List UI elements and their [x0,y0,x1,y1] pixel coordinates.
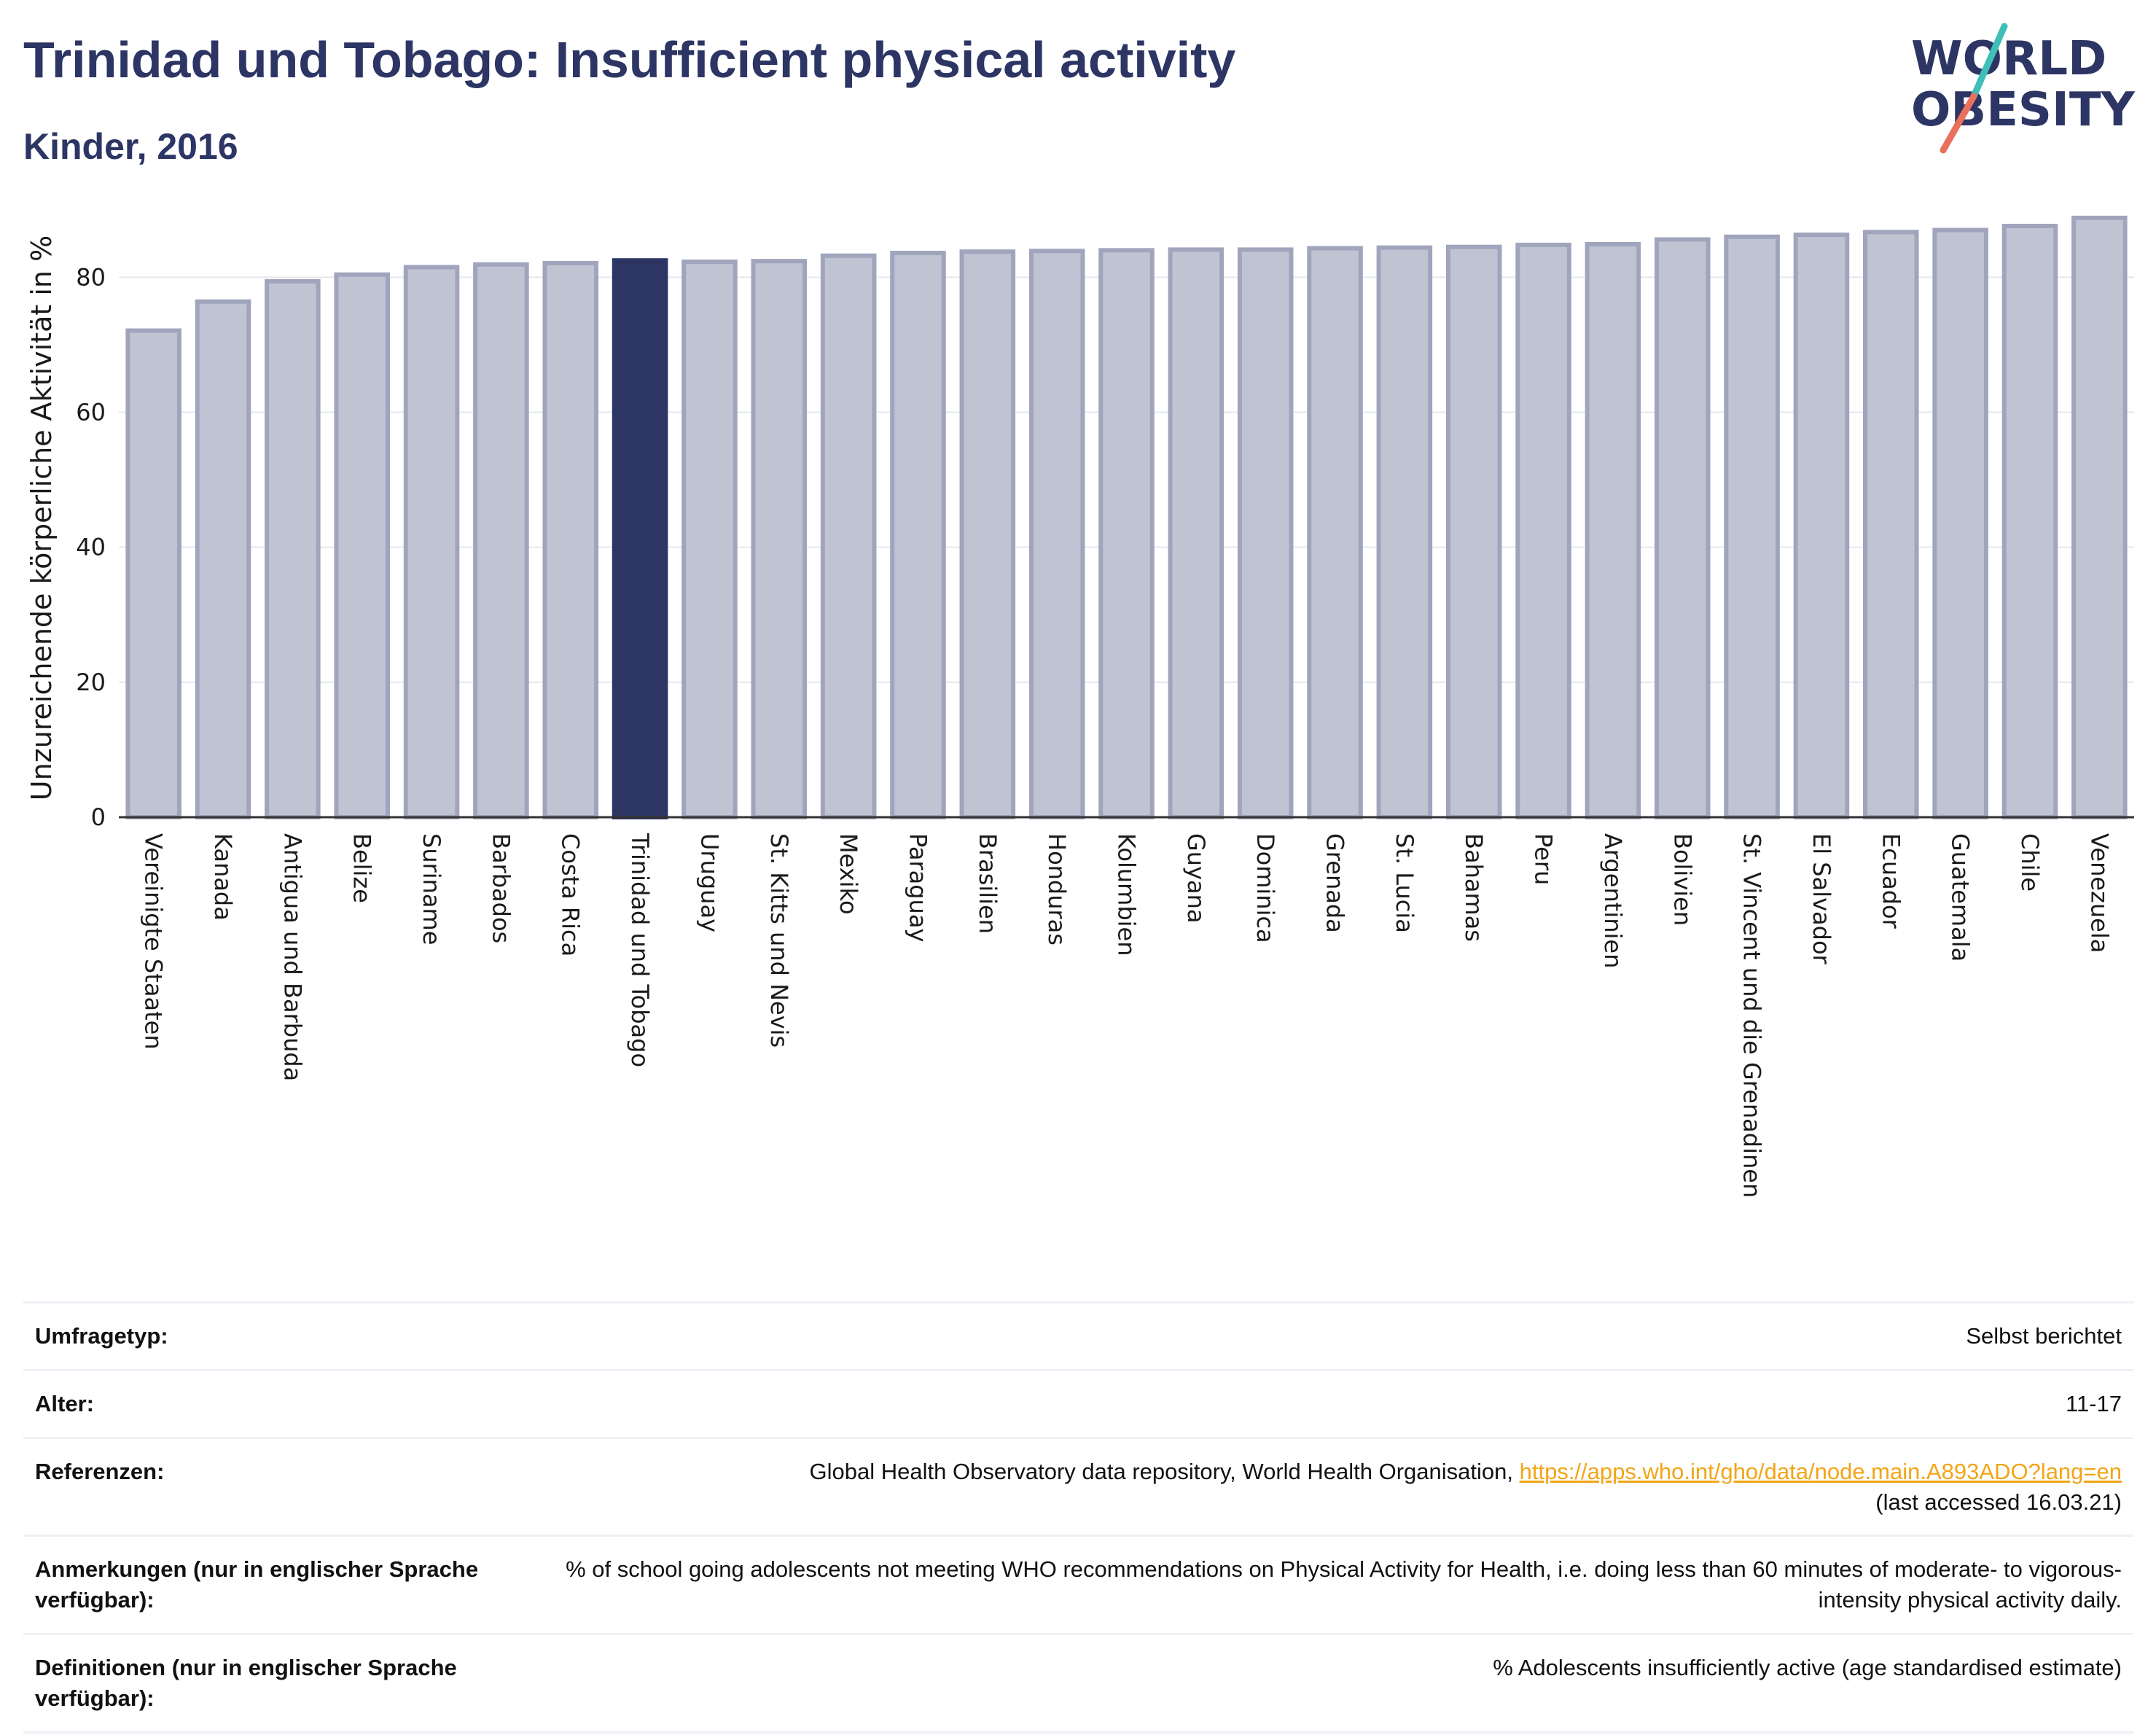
x-tick-label: Costa Rica [557,833,585,956]
x-tick-label: St. Kitts und Nevis [765,833,793,1048]
bar-belize [334,272,390,819]
x-tick-label: Vereinigte Staaten [140,833,168,1050]
x-tick-label: El Salvador [1808,833,1835,965]
bar-chart: 0 20 40 60 80 Vereinigte Staaten Kanada Antigua… [26,215,2134,1198]
bar-argentinien [1585,241,1641,820]
x-tick-label: Ecuador [1877,833,1905,929]
survey-type-label: Umfragetyp: [35,1323,168,1349]
references-accessed: (last accessed 16.03.21) [1875,1489,2122,1515]
references-link[interactable]: https://apps.who.int/gho/data/node.main.… [1519,1458,2122,1484]
world-obesity-logo: WORLD OBESITY [1911,23,2135,154]
labels: 0 20 40 60 80 Vereinigte Staaten Kanada Antigua… [26,235,2113,1198]
x-tick-label: Grenada [1321,833,1349,933]
y-tick-label: 0 [91,803,106,831]
x-tick-label: Paraguay [904,833,931,942]
x-tick-label: Trinidad und Tobago [626,833,654,1067]
bar-st-kitts-und-nevis [751,259,808,819]
x-tick-label: Bolivien [1668,833,1696,926]
survey-type-value: Selbst berichtet [1966,1323,2122,1349]
age-value: 11-17 [2066,1390,2122,1416]
bar-bahamas [1445,244,1502,819]
x-tick-label: Guyana [1182,833,1210,924]
bar-bolivien [1654,237,1711,819]
x-tick-label: Antigua und Barbuda [278,833,306,1081]
bar-trinidad-und-tobago [612,258,668,820]
y-tick-label: 80 [76,263,106,291]
x-tick-label: Dominica [1251,833,1279,943]
bar-grenada [1307,246,1363,819]
info-table: Umfragetyp: Selbst berichtet Alter: 11-1… [23,1301,2133,1734]
bar-suriname [403,265,460,820]
bar-uruguay [681,260,738,819]
y-tick-label: 20 [76,668,106,696]
bar-paraguay [890,251,946,819]
bar-antigua-und-barbuda [265,278,321,819]
info-row-age: Alter: 11-17 [23,1371,2133,1439]
logo-slash-coral [1940,93,1977,154]
info-row-survey-type: Umfragetyp: Selbst berichtet [23,1303,2133,1371]
references-text: Global Health Observatory data repositor… [809,1458,1520,1484]
bar-mexiko [820,253,877,820]
x-tick-label: Barbados [487,833,515,943]
x-tick-label: Peru [1530,833,1558,885]
notes-value: % of school going adolescents not meetin… [566,1556,2122,1613]
bar-honduras [1028,249,1085,819]
x-tick-label: Kanada [209,833,237,921]
x-tick-label: St. Vincent und die Grenadinen [1738,833,1766,1198]
bar-guatemala [1932,227,1988,819]
page-subtitle: Kinder, 2016 [23,126,238,167]
bar-barbados [473,262,529,819]
bar-dominica [1237,247,1294,819]
bar-chile [2001,223,2058,820]
x-tick-label: Honduras [1043,833,1071,946]
references-value: Global Health Observatory data repositor… [560,1457,2122,1518]
bar-st-lucia [1376,245,1433,819]
x-tick-label: Bahamas [1460,833,1488,942]
age-label: Alter: [35,1390,94,1416]
bar-el-salvador [1793,233,1850,819]
x-tick-label: Mexiko [835,833,862,915]
references-label: Referenzen: [35,1458,165,1484]
definitions-label: Definitionen (nur in englischer Sprache … [35,1655,457,1711]
x-tick-label: Suriname [418,833,445,945]
bar-st-vincent-und-die-grenadinen [1724,234,1780,819]
bar-guyana [1168,247,1225,819]
x-tick-label: Argentinien [1599,833,1627,968]
bar-kolumbien [1098,248,1155,819]
logo-slash-teal [1970,23,2008,100]
bar-costa-rica [542,260,599,819]
logo-line1: WORLD [1911,32,2106,86]
x-tick-label: Kolumbien [1113,833,1141,956]
y-axis-label: Unzureichende körperliche Aktivität in % [26,235,58,800]
bar-venezuela [2071,215,2128,820]
info-row-definitions: Definitionen (nur in englischer Sprache … [23,1635,2133,1734]
definitions-value: % Adolescents insufficiently active (age… [1493,1655,2122,1681]
bar-brasilien [959,249,1016,819]
info-row-references: Referenzen: Global Health Observatory da… [23,1439,2133,1537]
bar-ecuador [1863,230,1919,819]
x-tick-label: Belize [348,833,376,903]
bars [125,215,2128,820]
y-tick-label: 40 [76,534,106,561]
page-title: Trinidad und Tobago: Insufficient physic… [23,31,1236,88]
x-tick-label: St. Lucia [1391,833,1418,933]
bar-peru [1515,242,1571,819]
x-tick-label: Chile [2016,833,2044,892]
x-tick-label: Brasilien [974,833,1001,934]
bar-vereinigte-staaten [125,328,181,820]
x-tick-label: Uruguay [695,833,723,932]
y-tick-label: 60 [76,399,106,426]
logo-line2: OBESITY [1911,83,2135,137]
notes-label: Anmerkungen (nur in englischer Sprache v… [35,1556,479,1613]
x-tick-label: Guatemala [1947,833,1975,962]
bar-kanada [195,299,251,819]
x-tick-label: Venezuela [2085,833,2113,953]
info-row-notes: Anmerkungen (nur in englischer Sprache v… [23,1537,2133,1636]
